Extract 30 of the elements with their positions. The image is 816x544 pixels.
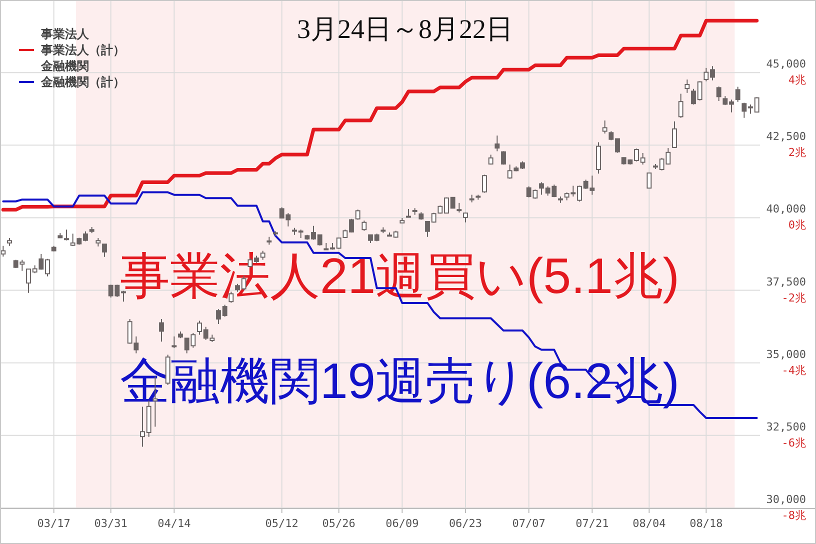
y-tick-label: 30,000 <box>766 493 806 506</box>
text: 金融機関 <box>40 59 89 73</box>
x-tick-label: 05/26 <box>322 517 356 530</box>
text: 事業法人 <box>40 27 90 41</box>
y2-tick-label: 4兆 <box>788 74 806 87</box>
x-tick-label: 06/23 <box>448 517 482 530</box>
x-tick-label: 07/21 <box>576 517 609 530</box>
y2-tick-label: -4兆 <box>782 364 806 377</box>
x-tick-label: 07/07 <box>512 517 546 530</box>
y-tick-label: 35,000 <box>766 348 806 361</box>
x-tick-label: 04/14 <box>158 517 192 530</box>
text: 3月24日～8月22日 <box>297 14 513 44</box>
x-tick-label: 05/12 <box>265 517 298 530</box>
y-tick-label: 42,500 <box>766 130 806 144</box>
legend-label: 事業法人（計） <box>40 43 125 57</box>
y2-tick-label: -2兆 <box>782 291 806 304</box>
y-tick-label: 45,000 <box>766 58 806 71</box>
y2-tick-label: 2兆 <box>788 146 806 160</box>
x-tick-label: 08/18 <box>690 517 723 530</box>
x-tick-label: 03/17 <box>37 517 70 530</box>
y2-tick-label: -8兆 <box>782 509 806 522</box>
y2-tick-label: -6兆 <box>782 436 806 450</box>
legend-label: 金融機関（計） <box>40 75 125 89</box>
y-tick-label: 40,000 <box>766 202 806 216</box>
y-tick-label: 37,500 <box>766 275 806 288</box>
x-tick-label: 08/04 <box>632 517 666 530</box>
y-tick-label: 32,500 <box>766 420 806 434</box>
x-tick-label: 06/09 <box>386 517 419 530</box>
y2-tick-label: 0兆 <box>788 218 806 232</box>
x-tick-label: 03/31 <box>94 517 128 530</box>
